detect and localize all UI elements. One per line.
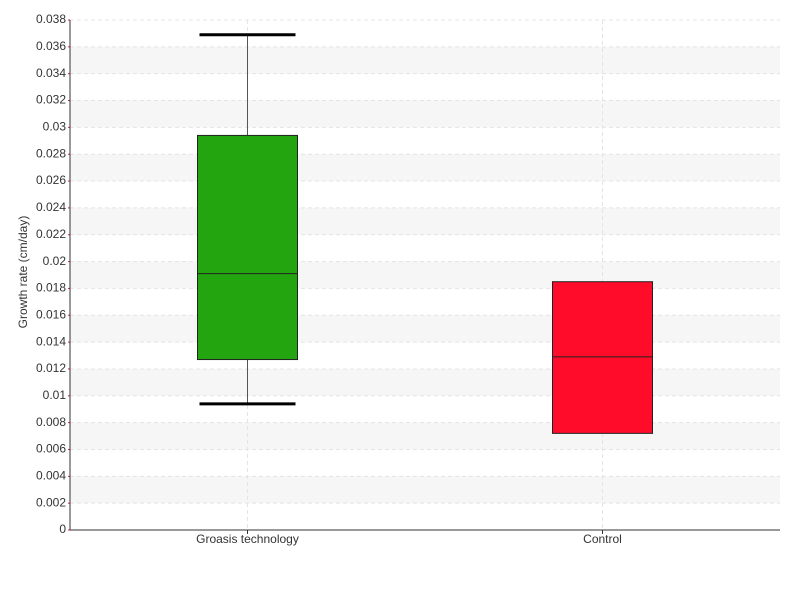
grid-band (70, 315, 780, 343)
y-tick-label: 0.022 (36, 227, 66, 241)
y-tick-label: 0.038 (36, 12, 66, 26)
grid-band (70, 154, 780, 182)
grid-band (70, 207, 780, 235)
y-tick-label: 0.02 (43, 254, 67, 268)
y-tick-label: 0.03 (43, 120, 67, 134)
y-tick-label: 0.002 (36, 495, 66, 509)
y-tick-label: 0.036 (36, 39, 66, 53)
box (197, 134, 298, 361)
y-tick-label: 0.004 (36, 468, 66, 482)
y-tick-label: 0.012 (36, 361, 66, 375)
y-tick-label: 0.01 (43, 388, 67, 402)
grid-band (70, 368, 780, 396)
y-tick-label: 0.028 (36, 146, 66, 160)
box (552, 281, 653, 434)
y-axis-label: Growth rate (cm/day) (16, 216, 30, 329)
grid-band (70, 261, 780, 289)
y-tick-label: 0.032 (36, 93, 66, 107)
y-tick-label: 0.008 (36, 415, 66, 429)
y-tick-label: 0.016 (36, 307, 66, 321)
grid-band (70, 422, 780, 450)
y-tick-label: 0.006 (36, 442, 66, 456)
y-tick-label: 0.014 (36, 334, 66, 348)
grid-band (70, 100, 780, 128)
y-tick-label: 0.018 (36, 281, 66, 295)
y-tick-label: 0.026 (36, 173, 66, 187)
x-tick-label: Groasis technology (196, 532, 299, 546)
grid-band (70, 476, 780, 504)
y-tick-label: 0.024 (36, 200, 66, 214)
x-tick-label: Control (583, 532, 622, 546)
y-tick-label: 0.034 (36, 66, 66, 80)
y-tick-label: 0 (59, 522, 66, 536)
grid-band (70, 46, 780, 74)
